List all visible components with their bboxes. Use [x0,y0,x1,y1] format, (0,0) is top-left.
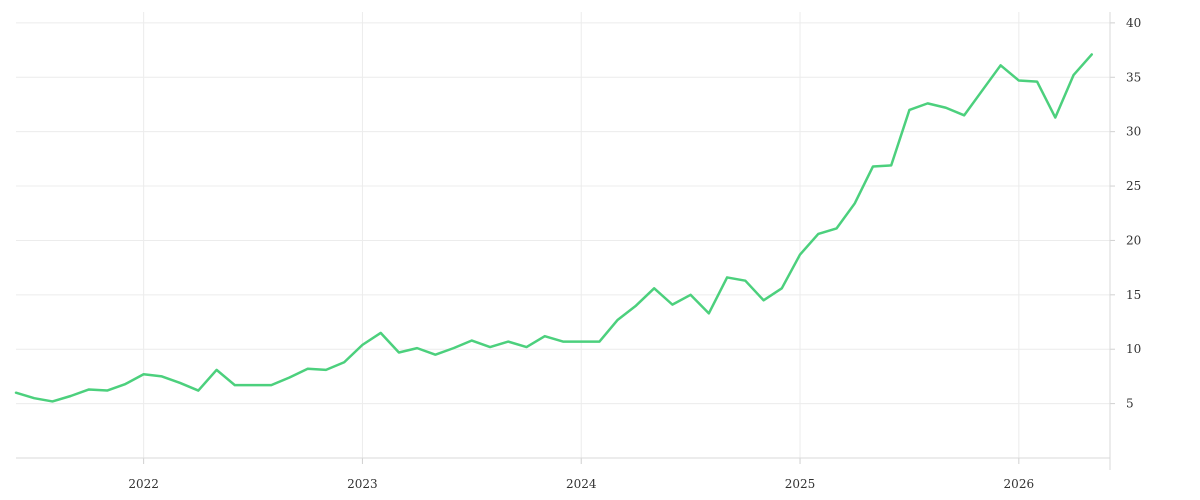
series-layer [14,53,1094,403]
y-tick-label: 10 [1126,342,1141,356]
y-tick-label: 40 [1126,16,1141,30]
grid-lines [16,12,1110,458]
y-tick-label: 15 [1126,288,1141,302]
y-tick-label: 25 [1126,179,1141,193]
y-tick-label: 35 [1126,70,1141,84]
axes [16,12,1115,470]
x-tick-label: 2022 [128,477,159,491]
x-tick-label: 2025 [785,477,816,491]
series-line-0 [14,53,1094,403]
y-tick-label: 30 [1126,125,1141,139]
x-tick-label: 2024 [566,477,597,491]
y-tick-label: 20 [1126,233,1141,247]
x-tick-label: 2023 [347,477,378,491]
x-tick-label: 2026 [1004,477,1035,491]
y-tick-label: 5 [1126,397,1134,411]
